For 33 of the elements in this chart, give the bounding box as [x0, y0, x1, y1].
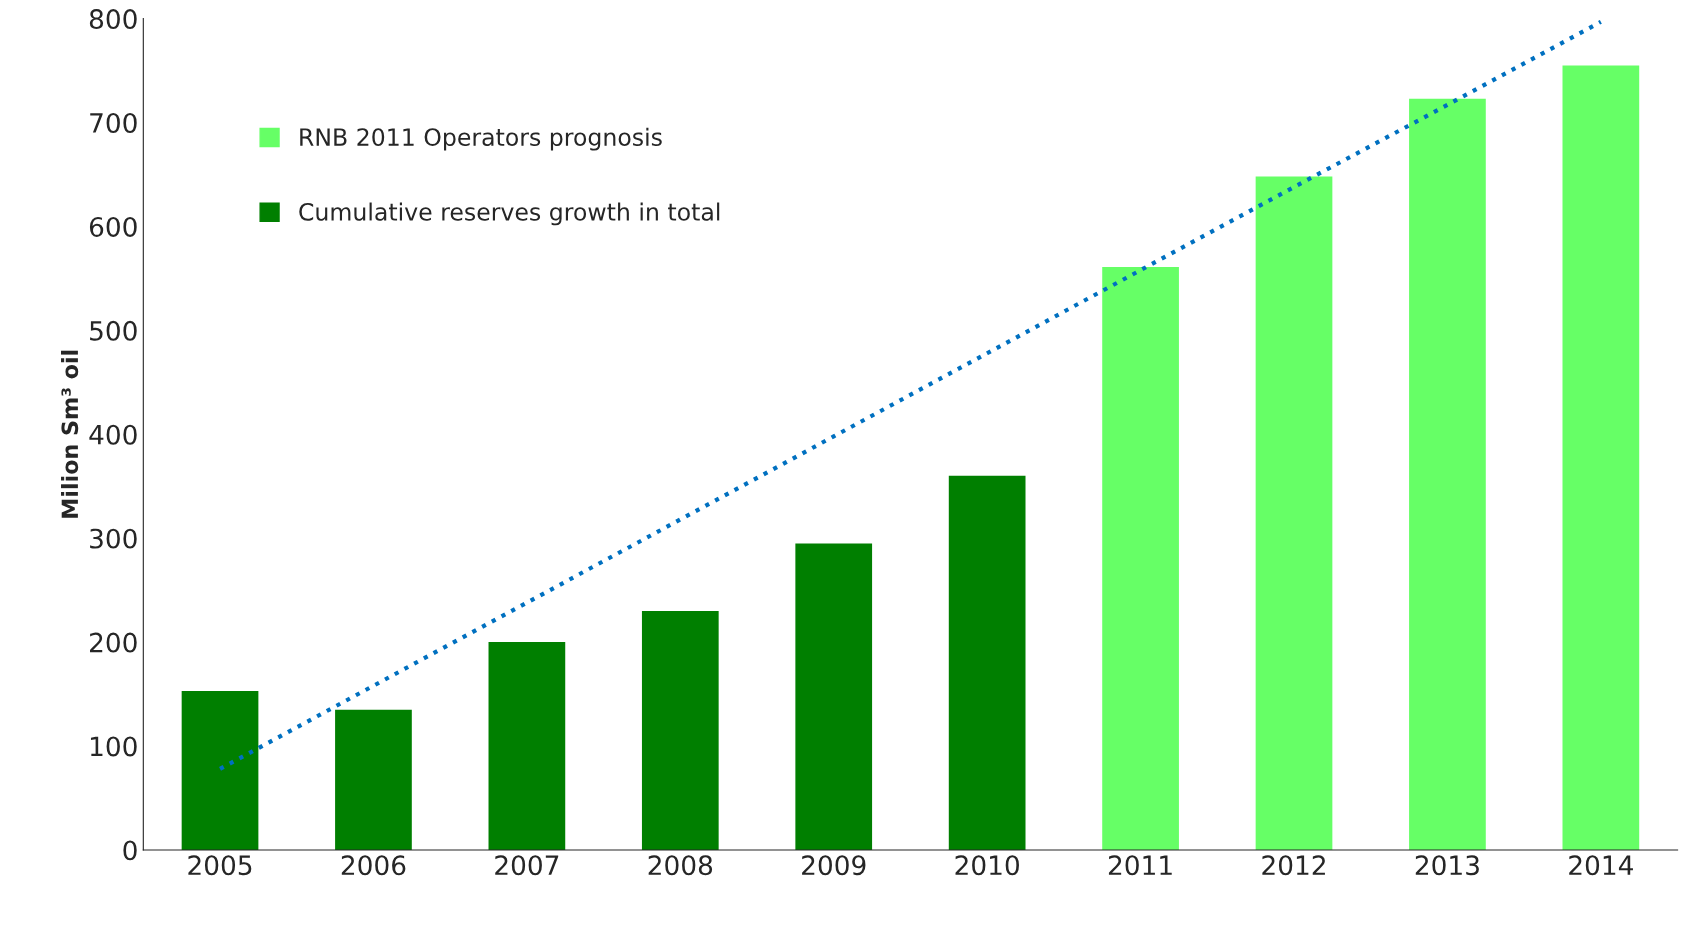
line-series	[217, 19, 1603, 771]
x-tick-label: 2006	[341, 855, 406, 876]
x-tick-label: 2014	[1569, 855, 1633, 876]
y-tick-label: 100	[90, 736, 137, 757]
y-tick-label: 200	[90, 632, 137, 653]
x-tick-label: 2009	[802, 855, 866, 876]
legend-label: Cumulative reserves growth in total	[299, 202, 720, 226]
x-tick-label: 2011	[1108, 855, 1172, 876]
bar	[1102, 267, 1179, 850]
bar	[335, 709, 412, 850]
x-tick-label: 2012	[1262, 855, 1325, 876]
x-tick-label: 2005	[188, 855, 252, 876]
y-tick-label: 0	[123, 840, 137, 861]
bar	[181, 690, 259, 850]
bar	[488, 642, 566, 850]
bar	[1409, 98, 1486, 850]
y-tick-label: 300	[90, 528, 137, 549]
bar	[948, 475, 1026, 850]
y-tick-label: 700	[90, 113, 137, 133]
bar	[641, 610, 719, 850]
y-tick-label: 400	[89, 424, 137, 445]
bar	[1255, 176, 1333, 850]
bar	[795, 543, 873, 850]
x-tick-label: 2007	[495, 855, 559, 876]
x-tick-label: 2013	[1415, 855, 1479, 876]
y-tick-label: 500	[90, 320, 137, 341]
y-axis-title: Milion Sm³ oil	[61, 350, 79, 518]
x-tick-label: 2008	[648, 855, 713, 876]
x-tick-label: 2010	[955, 855, 1019, 876]
bar	[1562, 65, 1640, 850]
y-tick-label: 800	[89, 9, 137, 30]
legend-label: RNB 2011 Operators prognosis	[300, 127, 662, 151]
y-tick-label: 600	[89, 216, 137, 237]
